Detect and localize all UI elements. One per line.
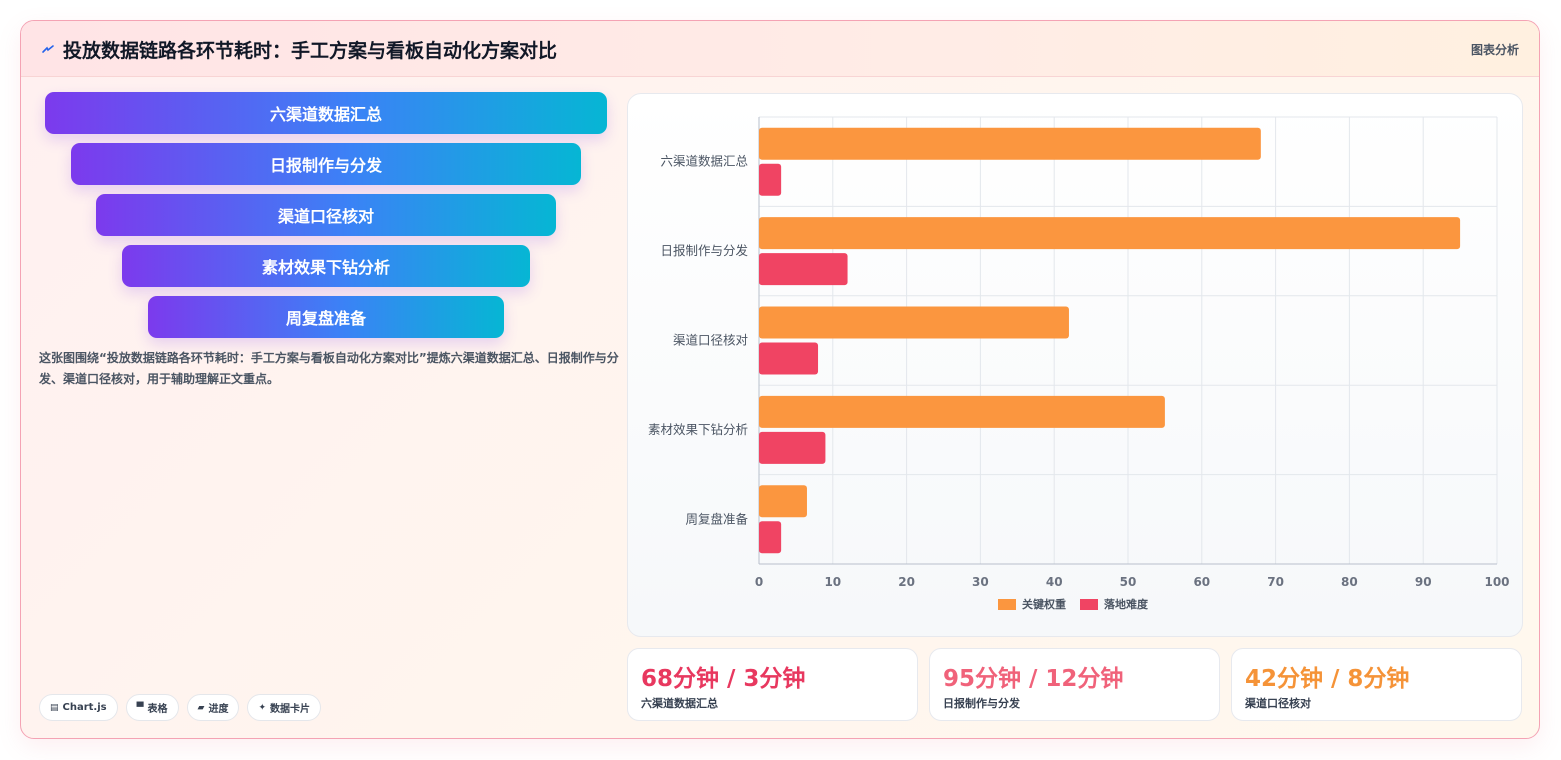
chart-panel: 六渠道数据汇总 日报制作与分发渠道口径核对素材效果下钻分析周复盘准备 0 10 20 30… [627, 93, 1523, 637]
y-tick-label: 素材效果下钻分析 [648, 422, 748, 437]
stat-card: 95分钟 / 12分钟 日报制作与分发 [929, 648, 1220, 721]
tag-label: 数据卡片 [270, 704, 311, 715]
bar [759, 485, 807, 518]
lightning-icon [42, 45, 54, 53]
x-tick-label: 10 [824, 575, 841, 589]
bar [759, 431, 826, 464]
x-tick-label: 90 [1415, 575, 1432, 589]
funnel-item: 素材效果下钻分析 [122, 245, 530, 287]
stat-label: 渠道口径核对 [1245, 697, 1311, 710]
x-tick-label: 40 [1046, 575, 1063, 589]
x-tick-label: 30 [972, 575, 989, 589]
chart-icon: ▤ [50, 702, 59, 713]
x-tick-label: 20 [898, 575, 915, 589]
tag-label: 表格 [147, 704, 168, 715]
funnel-item: 日报制作与分发 [71, 143, 581, 185]
x-tick-label: 50 [1120, 575, 1137, 589]
bar [759, 521, 782, 554]
page-title: 投放数据链路各环节耗时：手工方案与看板自动化方案对比 [63, 40, 558, 62]
stat-value: 42分钟 / 8分钟 [1245, 666, 1410, 692]
bar [759, 127, 1261, 160]
legend-label: 落地难度 [1104, 597, 1149, 611]
x-tick-label: 100 [1484, 575, 1509, 589]
tag-label: Chart.js [62, 702, 107, 713]
legend-swatch [998, 599, 1016, 610]
legend-label: 关键权重 [1022, 597, 1066, 611]
sparkle-icon: ✦ [258, 702, 267, 713]
stat-value: 95分钟 / 12分钟 [943, 666, 1124, 692]
chart-analysis-label: 图表分析 [1470, 43, 1519, 57]
funnel-item: 六渠道数据汇总 [45, 92, 607, 134]
bar [759, 306, 1069, 339]
legend-swatch [1080, 599, 1098, 610]
bar [759, 163, 782, 196]
bar [759, 253, 848, 286]
stat-label: 六渠道数据汇总 [641, 697, 718, 710]
y-tick-label: 周复盘准备 [685, 511, 748, 526]
x-tick-label: 70 [1267, 575, 1284, 589]
tag-label: 进度 [208, 704, 229, 715]
tag-chartjs[interactable]: ▤ Chart.js [39, 694, 118, 721]
y-tick-label: 渠道口径核对 [673, 333, 748, 348]
x-tick-label: 0 [755, 575, 763, 589]
y-tick-label: 日报制作与分发 [660, 243, 748, 258]
main-card: 投放数据链路各环节耗时：手工方案与看板自动化方案对比 图表分析 六渠道数据汇总 … [20, 20, 1540, 739]
description: 这张图围绕“投放数据链路各环节耗时：手工方案与看板自动化方案对比”提炼六渠道数据… [39, 351, 619, 386]
funnel-item: 周复盘准备 [148, 296, 504, 338]
stat-card: 42分钟 / 8分钟 渠道口径核对 [1231, 648, 1522, 721]
tag-table[interactable]: ▀ 表格 [125, 694, 179, 721]
tag-data-card[interactable]: ✦ 数据卡片 [247, 694, 322, 721]
bar [759, 395, 1165, 428]
stat-label: 日报制作与分发 [943, 697, 1020, 710]
stat-card: 68分钟 / 3分钟 六渠道数据汇总 [627, 648, 918, 721]
table-icon: ▀ [136, 702, 144, 713]
stat-value: 68分钟 / 3分钟 [641, 666, 806, 692]
bar [759, 217, 1461, 250]
funnel-item: 渠道口径核对 [96, 194, 556, 236]
header: 投放数据链路各环节耗时：手工方案与看板自动化方案对比 图表分析 [21, 21, 1539, 77]
x-tick-label: 80 [1341, 575, 1358, 589]
y-tick-label: 六渠道数据汇总 [660, 154, 748, 169]
bar [759, 342, 819, 375]
tag-progress[interactable]: ▰ 进度 [186, 694, 240, 721]
progress-icon: ▰ [197, 702, 205, 713]
tag-list: ▤ Chart.js ▀ 表格 ▰ 进度 ✦ 数据卡片 [39, 694, 322, 721]
x-tick-label: 60 [1193, 575, 1210, 589]
